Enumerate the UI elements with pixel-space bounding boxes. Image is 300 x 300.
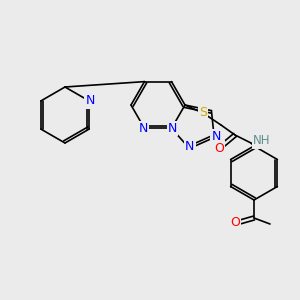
Text: N: N — [139, 122, 148, 135]
Text: O: O — [214, 142, 224, 154]
Text: N: N — [168, 122, 177, 135]
Text: O: O — [230, 215, 240, 229]
Text: N: N — [185, 140, 194, 153]
Text: N: N — [85, 94, 95, 107]
Text: S: S — [199, 106, 207, 119]
Text: NH: NH — [253, 134, 271, 148]
Text: N: N — [212, 130, 221, 143]
